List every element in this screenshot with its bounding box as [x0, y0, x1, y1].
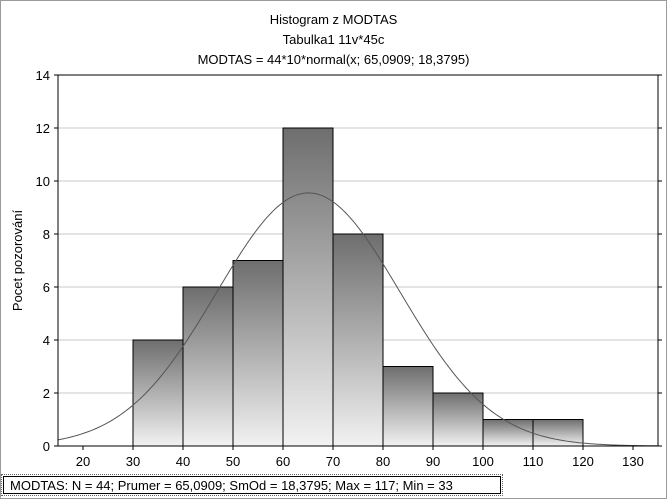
- plot-border: [57, 74, 659, 447]
- y-tick-label: 12: [36, 121, 50, 136]
- histogram-bar: [282, 127, 334, 447]
- x-tick-label: 40: [176, 454, 190, 469]
- x-tick-label: 90: [426, 454, 440, 469]
- chart-title: Histogram z MODTAS: [269, 12, 398, 27]
- x-tick-label: 130: [622, 454, 644, 469]
- y-tick-label: 8: [43, 227, 50, 242]
- y-tick-label: 0: [43, 439, 50, 454]
- y-tick-label: 4: [43, 333, 50, 348]
- histogram-bar: [132, 339, 184, 447]
- x-tick-label: 120: [572, 454, 594, 469]
- y-axis-label: Pocet pozorování: [10, 210, 25, 312]
- histogram-bar: [532, 419, 584, 447]
- histogram-bar: [182, 286, 234, 447]
- y-tick-label: 6: [43, 280, 50, 295]
- x-tick-label: 80: [376, 454, 390, 469]
- histogram-bar: [432, 392, 484, 447]
- chart-subtitle: Tabulka1 11v*45c: [282, 32, 385, 47]
- normal-fit-curve: [57, 192, 659, 447]
- histogram-bar: [332, 233, 384, 447]
- x-tick-label: 60: [276, 454, 290, 469]
- histogram-bar: [382, 366, 434, 447]
- summary-statistics: MODTAS: N = 44; Prumer = 65,0909; SmOd =…: [1, 474, 503, 496]
- x-tick-label: 100: [472, 454, 494, 469]
- y-tick-label: 10: [36, 174, 50, 189]
- chart-formula: MODTAS = 44*10*normal(x; 65,0909; 18,379…: [197, 52, 470, 67]
- y-tick-label: 2: [43, 386, 50, 401]
- x-tick-label: 30: [126, 454, 140, 469]
- histogram-bar: [482, 419, 534, 447]
- histogram-bar: [232, 260, 284, 447]
- x-tick-label: 50: [226, 454, 240, 469]
- x-tick-label: 110: [523, 454, 544, 469]
- y-tick-label: 14: [36, 68, 50, 83]
- x-tick-label: 70: [326, 454, 340, 469]
- x-tick-label: 20: [76, 454, 90, 469]
